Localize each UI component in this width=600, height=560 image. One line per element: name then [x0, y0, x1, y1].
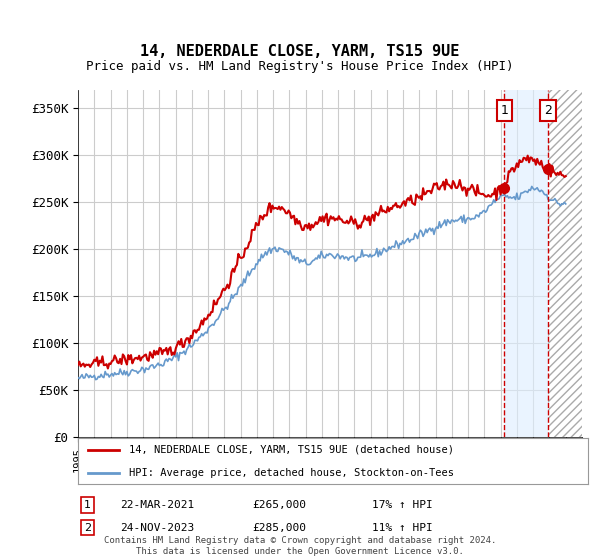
Text: 22-MAR-2021: 22-MAR-2021	[120, 500, 194, 510]
Text: £265,000: £265,000	[252, 500, 306, 510]
Text: 17% ↑ HPI: 17% ↑ HPI	[372, 500, 433, 510]
Text: £285,000: £285,000	[252, 522, 306, 533]
Text: 2: 2	[84, 522, 91, 533]
Bar	[548, 90, 582, 437]
Text: 1: 1	[84, 500, 91, 510]
Text: 1: 1	[500, 104, 508, 117]
Text: 2: 2	[544, 104, 552, 117]
Text: 11% ↑ HPI: 11% ↑ HPI	[372, 522, 433, 533]
Text: 24-NOV-2023: 24-NOV-2023	[120, 522, 194, 533]
Text: 14, NEDERDALE CLOSE, YARM, TS15 9UE (detached house): 14, NEDERDALE CLOSE, YARM, TS15 9UE (det…	[129, 445, 454, 455]
Text: HPI: Average price, detached house, Stockton-on-Tees: HPI: Average price, detached house, Stoc…	[129, 468, 454, 478]
Text: 14, NEDERDALE CLOSE, YARM, TS15 9UE: 14, NEDERDALE CLOSE, YARM, TS15 9UE	[140, 44, 460, 59]
Text: Price paid vs. HM Land Registry's House Price Index (HPI): Price paid vs. HM Land Registry's House …	[86, 60, 514, 73]
Text: Contains HM Land Registry data © Crown copyright and database right 2024.
This d: Contains HM Land Registry data © Crown c…	[104, 536, 496, 556]
Bar	[504, 90, 548, 437]
